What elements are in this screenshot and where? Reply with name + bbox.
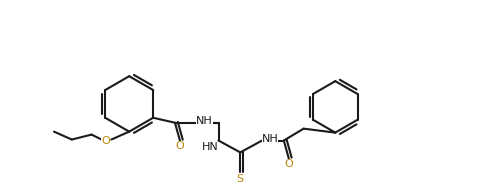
Text: HN: HN	[202, 142, 218, 152]
Text: O: O	[101, 136, 109, 146]
Text: NH: NH	[196, 116, 212, 126]
Text: O: O	[175, 142, 184, 152]
Text: S: S	[236, 174, 243, 184]
Text: O: O	[284, 159, 292, 169]
Text: NH: NH	[261, 134, 278, 144]
